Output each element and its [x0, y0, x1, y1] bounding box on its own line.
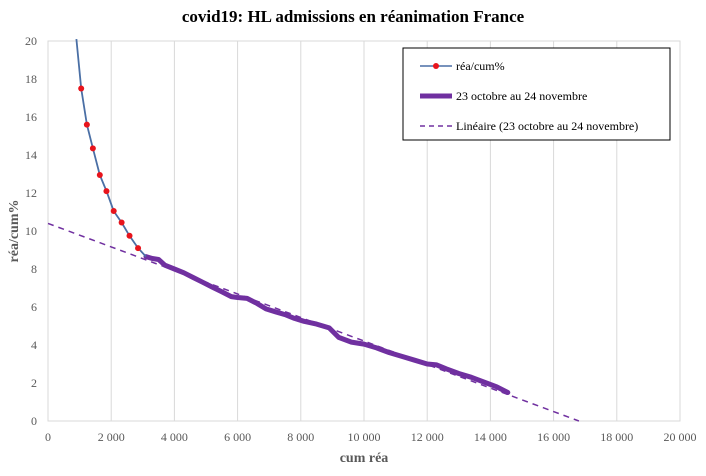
legend-marker-series-1 — [433, 63, 439, 69]
series-point-rea-cum — [110, 208, 117, 215]
series-point-rea-cum — [118, 219, 125, 226]
y-tick-label: 16 — [25, 110, 37, 124]
series-point-rea-cum — [96, 171, 103, 178]
series-line-23-octobre — [143, 254, 511, 395]
legend: réa/cum% 23 octobre au 24 novembre Linéa… — [402, 47, 671, 141]
series-point-rea-cum — [83, 121, 90, 128]
y-tick-label: 6 — [31, 300, 37, 314]
legend-label-series-1: réa/cum% — [456, 59, 505, 73]
x-tick-label: 4 000 — [161, 430, 188, 444]
x-tick-label: 2 000 — [98, 430, 125, 444]
x-tick-label: 6 000 — [224, 430, 251, 444]
series-point-rea-cum — [78, 85, 85, 92]
x-tick-label: 0 — [45, 430, 51, 444]
legend-label-series-3: Linéaire (23 octobre au 24 novembre) — [456, 119, 638, 133]
series-point-rea-cum — [103, 188, 110, 195]
plot-area-border — [47, 40, 681, 422]
series-point-rea-cum — [126, 232, 133, 239]
x-tick-label: 14 000 — [474, 430, 507, 444]
y-tick-label: 8 — [31, 262, 37, 276]
y-tick-label: 4 — [31, 338, 37, 352]
x-tick-label: 16 000 — [537, 430, 570, 444]
x-tick-label: 12 000 — [411, 430, 444, 444]
y-tick-label: 0 — [31, 414, 37, 428]
legend-box — [402, 47, 671, 141]
y-tick-label: 2 — [31, 376, 37, 390]
y-tick-label: 14 — [25, 148, 37, 162]
y-tick-label: 20 — [25, 34, 37, 48]
legend-label-series-2: 23 octobre au 24 novembre — [456, 89, 587, 103]
x-tick-label: 20 000 — [664, 430, 697, 444]
y-axis-ticks: 0 2 4 6 8 10 12 14 16 18 20 — [25, 34, 37, 428]
x-axis-ticks: 0 2 000 4 000 6 000 8 000 10 000 12 000 14 000 1… — [45, 430, 697, 444]
x-tick-label: 8 000 — [287, 430, 314, 444]
x-tick-label: 10 000 — [348, 430, 381, 444]
x-tick-label: 18 000 — [600, 430, 633, 444]
chart-title: covid19: HL admissions en réanimation Fr… — [182, 7, 525, 26]
series-point-rea-cum — [89, 145, 96, 152]
y-tick-label: 12 — [25, 186, 37, 200]
y-tick-label: 10 — [25, 224, 37, 238]
y-tick-label: 18 — [25, 72, 37, 86]
series-point-rea-cum — [135, 245, 142, 252]
x-axis-label: cum réa — [340, 451, 389, 466]
series-layer — [47, 39, 580, 422]
y-axis-label: réa/cum% — [7, 200, 22, 263]
